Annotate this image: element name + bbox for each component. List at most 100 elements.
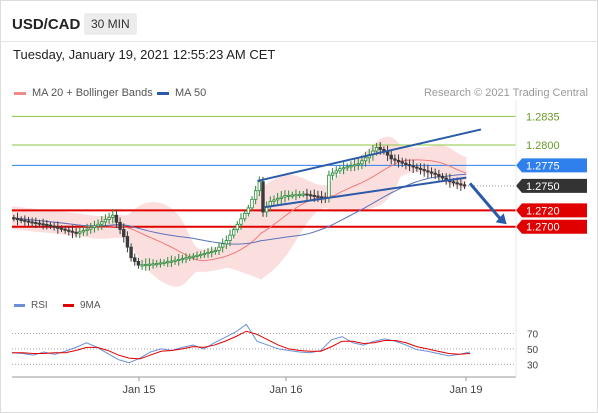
timestamp: Tuesday, January 19, 2021 12:55:23 AM CE… (13, 47, 276, 62)
candle-body (52, 225, 56, 228)
candle-body (257, 181, 262, 192)
candle-body (374, 147, 379, 152)
candle-body (162, 261, 166, 264)
candle-body (407, 164, 412, 167)
candle-body (290, 194, 294, 197)
candle-body (173, 259, 177, 262)
ma50-line (11, 173, 467, 245)
candle-body (231, 229, 236, 236)
candle-body (122, 229, 126, 237)
ma50-swatch-icon (157, 91, 169, 95)
candle-body (144, 264, 148, 267)
candle-body (418, 167, 423, 170)
candle-body (217, 246, 221, 251)
candle-body (246, 207, 251, 214)
candle-body (89, 227, 93, 230)
candle-body (352, 164, 357, 167)
candle-body (286, 194, 291, 197)
candle-body (338, 168, 342, 172)
candle-body (389, 154, 393, 160)
candle-body (41, 223, 45, 226)
candle-body (92, 225, 97, 228)
price-tag-5 (516, 219, 587, 234)
legend-9ma-label: 9MA (80, 300, 101, 311)
candle-body (155, 263, 159, 266)
candle-body (188, 256, 192, 259)
candle-body (308, 194, 313, 197)
candle-body (312, 194, 316, 197)
legend-9ma: 9MA (63, 300, 101, 311)
candle-body (191, 255, 196, 258)
candle-body (250, 198, 254, 209)
x-tick-label-0: Jan 15 (122, 384, 155, 396)
candle-body (330, 172, 335, 176)
bollinger-band-fill (12, 136, 467, 287)
candle-body (177, 258, 181, 261)
candle-body (220, 243, 225, 248)
price-label-5: 1.2700 (526, 222, 560, 234)
candle-body (48, 224, 53, 227)
candle-body (133, 257, 137, 262)
price-label-3: 1.2750 (526, 181, 560, 193)
candle-body (19, 218, 23, 221)
candle-body (209, 251, 214, 254)
header-divider (0, 41, 598, 42)
candle-body (158, 262, 163, 265)
candle-body (30, 221, 34, 224)
candle-body (404, 162, 408, 165)
candle-body (396, 159, 401, 163)
price-tag-2 (516, 158, 587, 173)
candle-body (349, 165, 353, 168)
candle-body (279, 196, 284, 199)
candle-body (213, 249, 218, 252)
candle-body (440, 175, 445, 179)
candle-body (70, 230, 75, 233)
candle-body (316, 195, 320, 198)
candle-body (111, 214, 115, 218)
candle-body (78, 231, 82, 234)
candle-body (297, 193, 302, 196)
candle-body (12, 217, 16, 220)
rsi-swatch-icon (14, 304, 25, 307)
candle-body (63, 228, 67, 231)
rsi-tick-label-1: 50 (527, 345, 539, 356)
timeframe-badge[interactable]: 30 MIN (84, 13, 137, 35)
ma20-swatch-icon (14, 91, 26, 95)
legend-ma50: MA 50 (157, 87, 206, 99)
candle-body (360, 160, 364, 165)
candle-body (422, 169, 426, 172)
candle-body (455, 182, 459, 185)
price-tag-3 (516, 178, 587, 193)
candle-body (363, 157, 368, 162)
candle-body (437, 173, 441, 177)
candle-body (169, 260, 174, 263)
candle-body (206, 252, 210, 255)
candle-body (462, 184, 467, 187)
candle-body (45, 224, 49, 227)
x-tick-label-2: Jan 19 (449, 384, 482, 396)
candle-body (393, 158, 397, 161)
candle-body (198, 254, 203, 257)
candle-body (378, 147, 382, 150)
credit-text: Research © 2021 Trading Central (423, 87, 588, 99)
candle-body (451, 181, 456, 184)
forecast-arrow-line (468, 182, 502, 221)
candle-body (228, 234, 232, 241)
candle-body (147, 263, 152, 266)
ma9-swatch-icon (63, 304, 74, 307)
candle-body (136, 261, 141, 266)
candle-body (283, 195, 287, 198)
candle-body (242, 212, 247, 220)
candle-body (275, 198, 280, 201)
candle-body (261, 181, 265, 213)
candle-body (74, 231, 78, 234)
candle-body (400, 161, 404, 164)
forecast-arrow-head-icon (495, 213, 507, 225)
candle-body (429, 171, 434, 174)
candle-body (202, 253, 207, 256)
candle-body (272, 199, 276, 202)
candle-body (253, 190, 258, 200)
candle-body (305, 193, 309, 196)
candle-body (239, 218, 243, 225)
